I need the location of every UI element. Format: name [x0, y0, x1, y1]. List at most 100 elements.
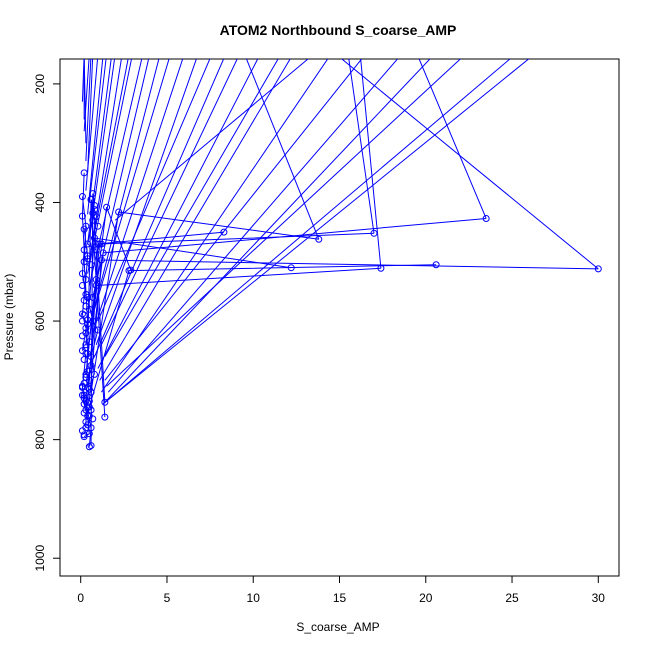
profile-line: [87, 217, 487, 388]
data-point: [91, 206, 99, 214]
profile-line: [87, 59, 94, 173]
data-point: [78, 383, 86, 391]
data-point: [92, 213, 100, 221]
data-point: [377, 264, 385, 272]
data-point: [85, 338, 93, 346]
data-point: [80, 394, 88, 402]
data-point: [92, 276, 100, 284]
x-axis: 0 5 10 15 20 25 30: [77, 575, 606, 605]
data-point: [82, 406, 90, 414]
data-point: [84, 316, 92, 324]
profile-line: [85, 237, 292, 345]
y-tick-label: 200: [33, 74, 47, 94]
profile-line: [88, 264, 437, 408]
data-point: [84, 383, 92, 391]
data-point: [80, 169, 88, 177]
profile-line: [104, 59, 279, 357]
data-point: [103, 203, 111, 211]
data-point: [87, 362, 95, 370]
data-point: [89, 317, 97, 325]
data-point: [84, 421, 92, 429]
data-point: [91, 234, 99, 242]
plot-area: [78, 59, 602, 451]
profile-line: [97, 59, 259, 369]
profile-line: [107, 59, 399, 393]
profile-line: [106, 59, 530, 402]
data-point: [84, 240, 92, 248]
y-axis-label: Pressure (mbar): [2, 274, 16, 361]
data-point: [80, 311, 88, 319]
data-point: [78, 193, 86, 201]
profile-line: [83, 59, 90, 132]
profile-line: [85, 59, 92, 162]
profile-line: [94, 59, 225, 357]
profile-line: [106, 59, 462, 387]
data-point: [82, 324, 90, 332]
data-point: [315, 235, 323, 243]
profile-line: [92, 59, 184, 334]
data-point: [92, 246, 100, 254]
data-point: [94, 222, 102, 230]
chart-title: ATOM2 Northbound S_coarse_AMP: [220, 22, 457, 38]
data-point: [370, 229, 378, 237]
profile-line: [418, 59, 487, 219]
data-point: [101, 413, 109, 421]
profile-line: [360, 59, 382, 269]
y-tick-label: 1000: [33, 545, 47, 572]
data-point: [78, 310, 86, 318]
data-point: [91, 201, 99, 209]
profile-line: [83, 59, 87, 144]
profile-line: [100, 59, 329, 393]
profile-line: [99, 59, 291, 381]
x-axis-label: S_coarse_AMP: [296, 620, 379, 634]
x-tick-label: 0: [77, 591, 84, 605]
data-point: [87, 442, 95, 450]
data-point: [87, 353, 95, 361]
data-point: [594, 265, 602, 273]
profile-line: [87, 59, 104, 215]
data-point: [82, 344, 90, 352]
data-point: [94, 326, 102, 334]
data-point: [84, 399, 92, 407]
profile-line: [94, 59, 170, 310]
data-point: [82, 276, 90, 284]
data-point: [82, 329, 90, 337]
profile-line: [95, 59, 197, 345]
data-point: [85, 412, 93, 420]
y-tick-label: 400: [33, 192, 47, 212]
profile-line: [348, 59, 375, 234]
plot-frame: [59, 58, 620, 577]
profile-line: [88, 59, 107, 203]
data-point: [78, 427, 86, 435]
data-point: [97, 240, 105, 248]
data-point: [101, 398, 109, 406]
data-point: [482, 214, 490, 222]
data-point: [287, 264, 295, 272]
y-axis: 200 400 600 800 1000: [33, 74, 61, 572]
profile-line: [114, 59, 309, 221]
data-point: [87, 196, 95, 204]
data-point: [432, 261, 440, 269]
data-point: [115, 208, 123, 216]
data-point: [85, 305, 93, 313]
x-tick-label: 15: [333, 591, 347, 605]
profile-line: [87, 207, 132, 354]
profile-line: [87, 267, 381, 403]
profile-line: [85, 232, 375, 375]
data-point: [84, 320, 92, 328]
data-point: [87, 388, 95, 396]
data-point: [85, 443, 93, 451]
x-tick-label: 10: [247, 591, 261, 605]
profile-line: [85, 59, 99, 191]
x-tick-label: 25: [505, 591, 519, 605]
data-point: [87, 261, 95, 269]
data-point: [91, 370, 99, 378]
profile-line: [90, 59, 129, 251]
profile-line: [102, 59, 511, 405]
x-tick-label: 30: [592, 591, 606, 605]
profile-line: [100, 59, 238, 345]
data-point: [80, 356, 88, 364]
profile-line: [104, 59, 363, 381]
data-point: [89, 293, 97, 301]
